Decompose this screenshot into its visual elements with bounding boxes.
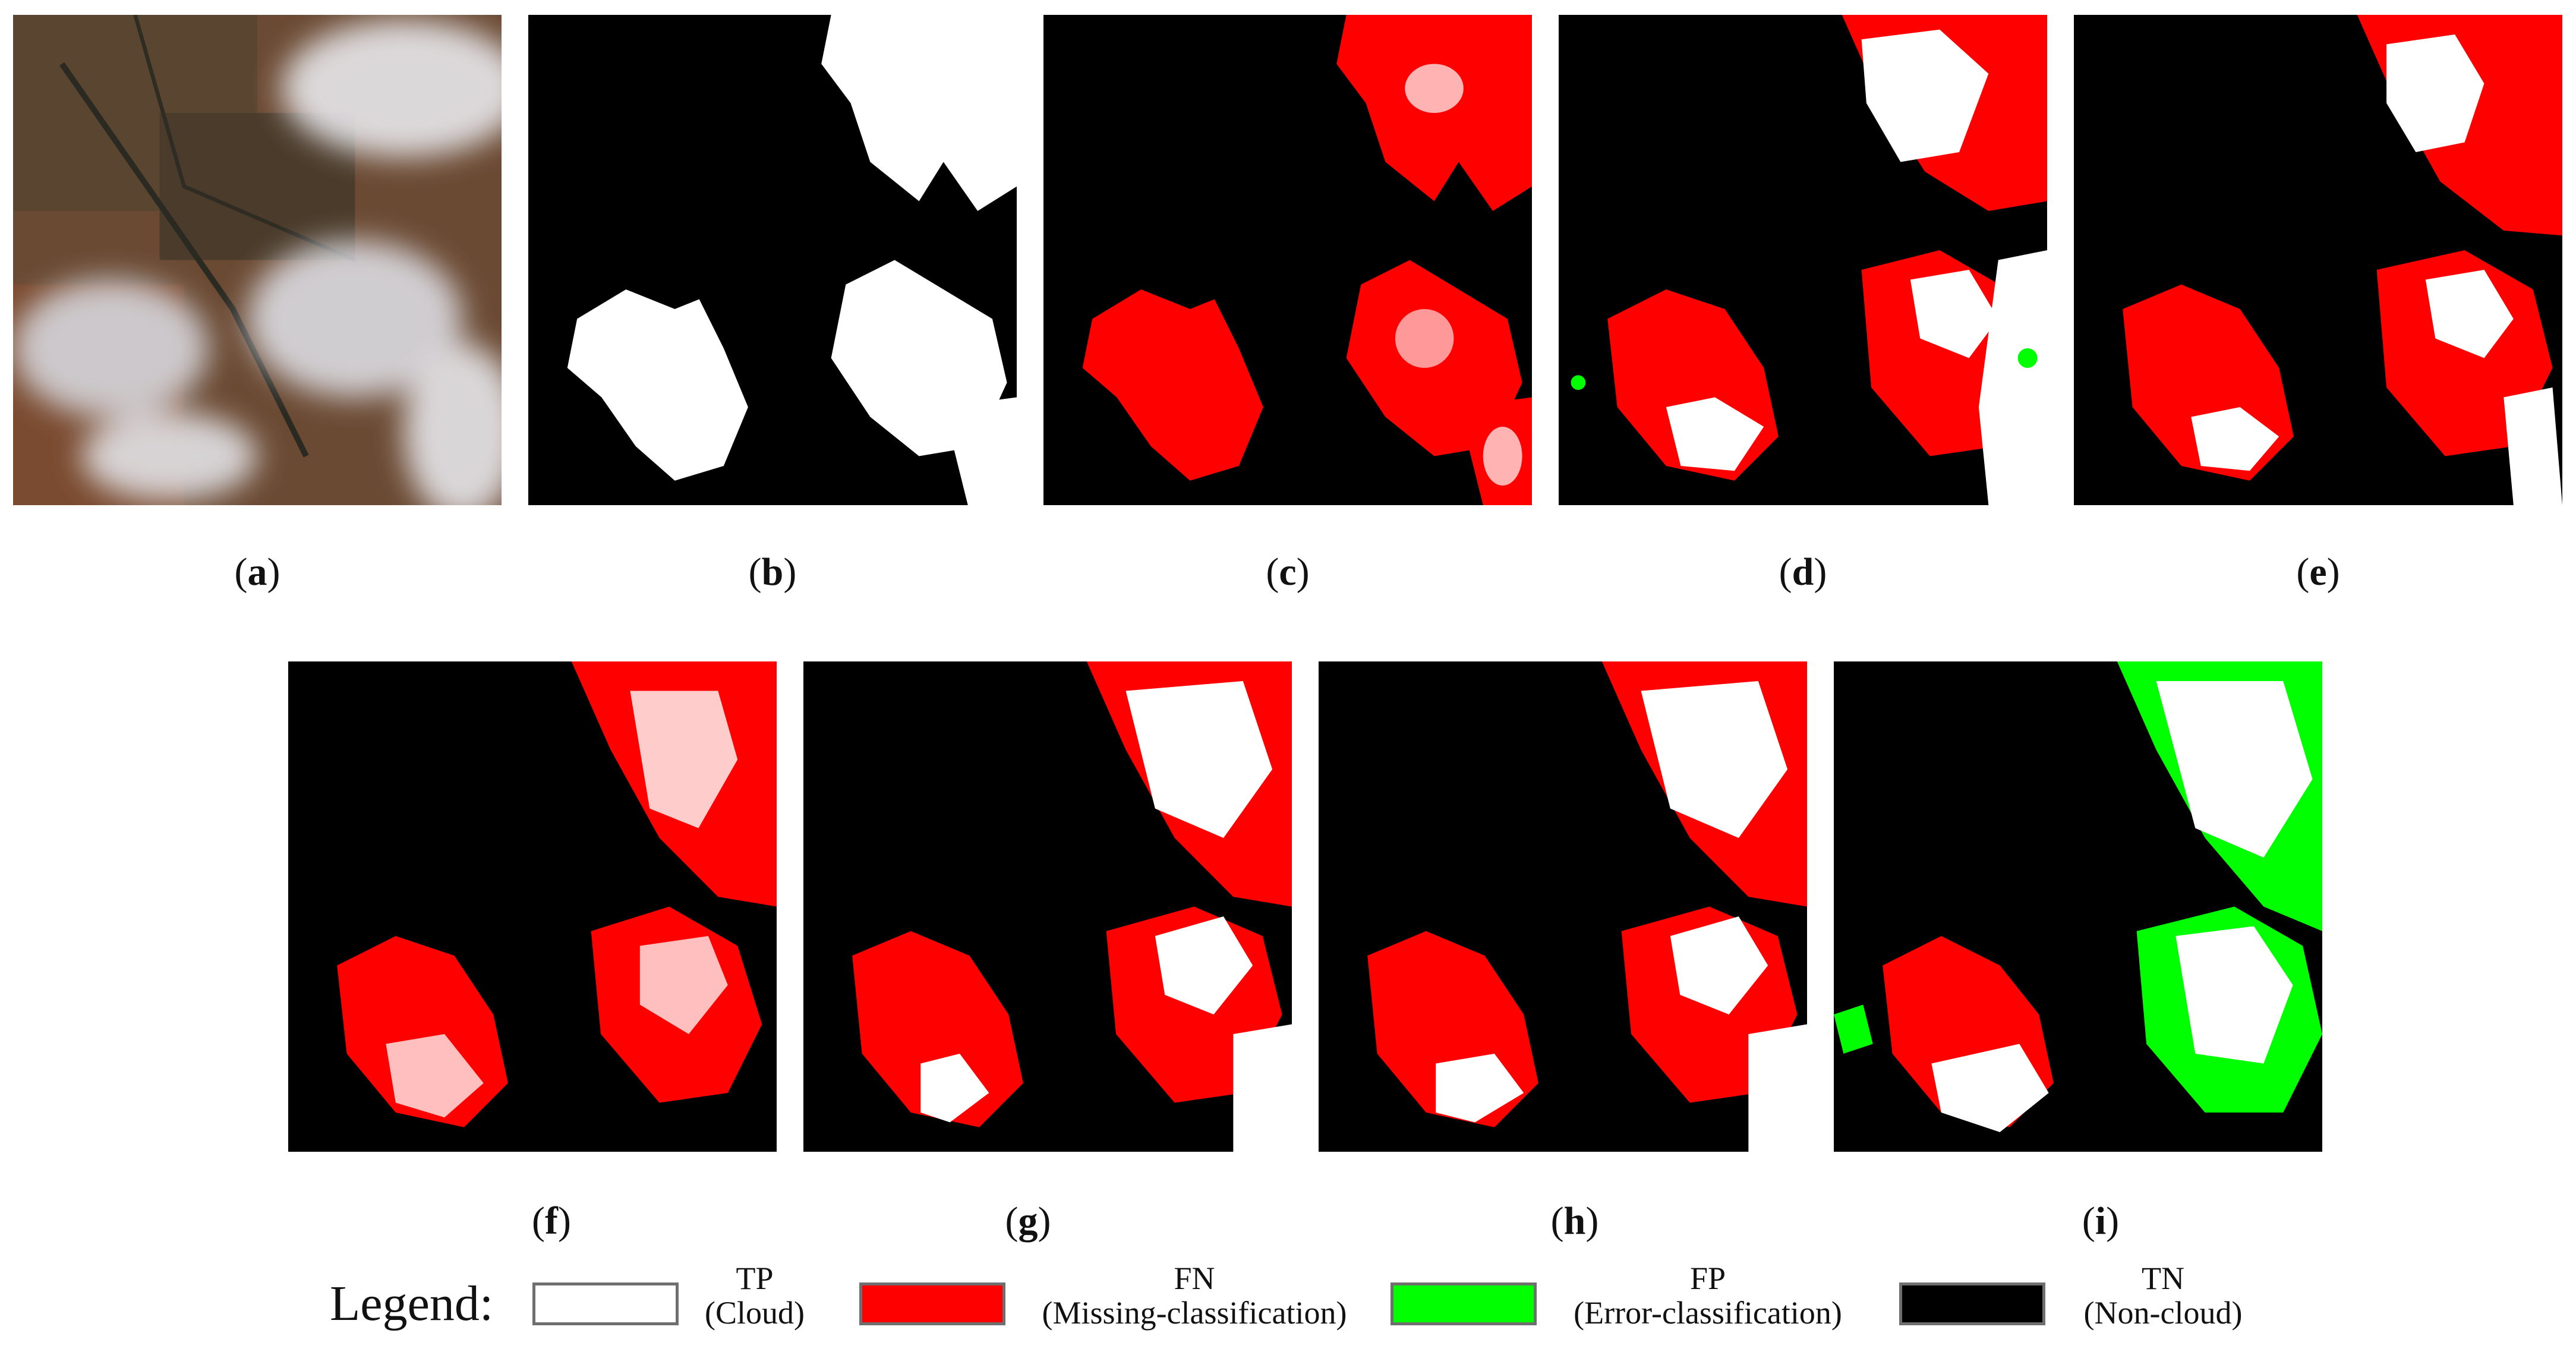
panel-c-result — [1043, 15, 1532, 505]
panel-d-result — [1559, 15, 2047, 505]
caption-e: (e) — [2296, 550, 2340, 594]
caption-g: (g) — [1005, 1199, 1051, 1243]
legend-label-tp: TP (Cloud) — [705, 1261, 805, 1331]
legend-label-tn: TN (Non-cloud) — [2083, 1261, 2243, 1331]
panel-h-result — [1319, 661, 1807, 1152]
legend-swatch-fn — [859, 1282, 1005, 1325]
panel-a-satellite-image — [13, 15, 502, 505]
caption-a: (a) — [234, 550, 280, 594]
panel-g-result — [803, 661, 1292, 1152]
caption-b: (b) — [748, 550, 797, 594]
legend-label-fn: FN (Missing-classification) — [1042, 1261, 1347, 1331]
panel-e-result — [2074, 15, 2562, 505]
caption-c: (c) — [1266, 550, 1310, 594]
legend-title: Legend: — [330, 1276, 494, 1331]
caption-f: (f) — [532, 1199, 571, 1243]
caption-d: (d) — [1779, 550, 1827, 594]
caption-h: (h) — [1550, 1199, 1599, 1243]
caption-i: (i) — [2082, 1199, 2120, 1243]
panel-b-ground-truth — [528, 15, 1017, 505]
legend-label-fp: FP (Error-classification) — [1574, 1261, 1842, 1331]
panel-f-result — [288, 661, 777, 1152]
legend-swatch-tn — [1899, 1282, 2045, 1325]
panel-i-result — [1834, 661, 2322, 1152]
legend-swatch-tp — [532, 1282, 679, 1325]
legend-swatch-fp — [1391, 1282, 1537, 1325]
